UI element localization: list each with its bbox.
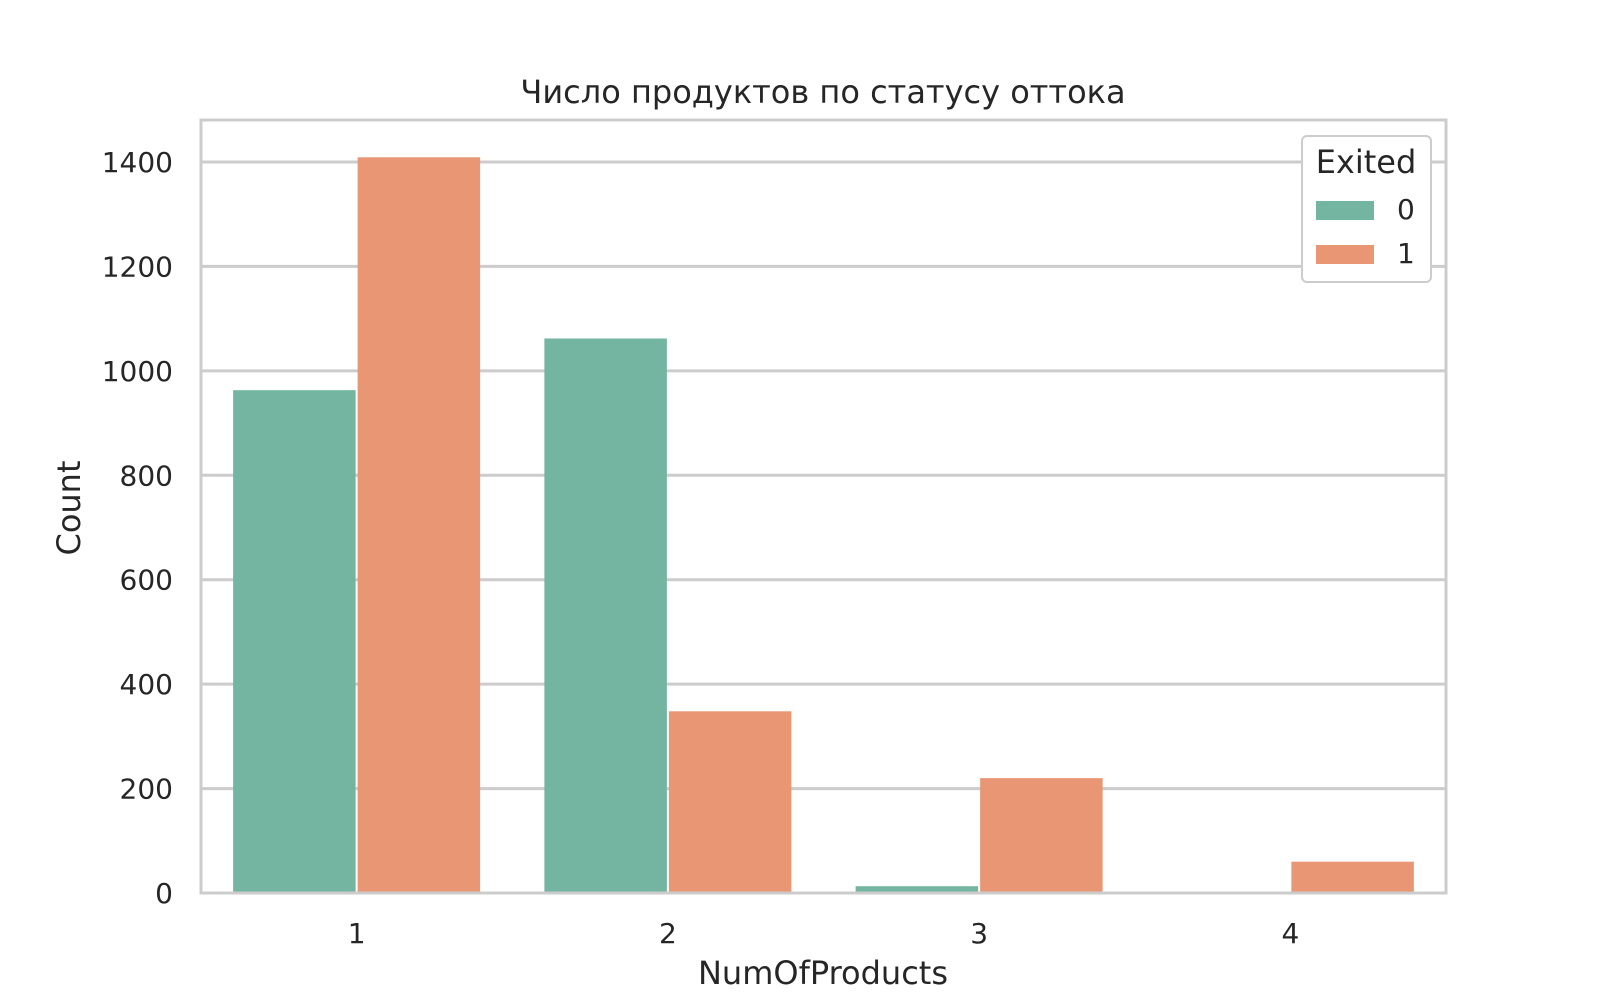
x-tick-label: 1	[348, 917, 366, 950]
bar-series-0-cat-3	[855, 886, 979, 893]
x-axis-label: NumOfProducts	[698, 954, 948, 992]
x-tick-label: 4	[1281, 917, 1299, 950]
x-tick-label: 2	[659, 917, 677, 950]
bar-series-1-cat-1	[357, 157, 481, 893]
bar-series-1-cat-4	[1291, 861, 1414, 893]
y-tick-label: 1200	[102, 250, 173, 283]
x-ticks: 1 2 3 4	[348, 917, 1300, 950]
chart-title: Число продуктов по статусу оттока	[520, 73, 1125, 111]
bars	[233, 157, 1414, 894]
y-tick-label: 800	[120, 459, 173, 492]
y-tick-label: 200	[120, 773, 173, 806]
bar-series-1-cat-3	[980, 778, 1103, 893]
legend-title: Exited	[1316, 143, 1417, 181]
y-axis-label: Count	[50, 460, 88, 555]
y-tick-label: 1000	[102, 355, 173, 388]
bar-series-1-cat-2	[668, 711, 792, 893]
y-tick-label: 1400	[102, 146, 173, 179]
y-ticks: 0 200 400 600 800 1000 1200 1400	[102, 146, 173, 910]
legend-label-1: 1	[1397, 237, 1415, 270]
y-tick-label: 600	[120, 564, 173, 597]
x-tick-label: 3	[970, 917, 988, 950]
legend: Exited 0 1	[1301, 135, 1432, 283]
legend-swatch-0	[1316, 201, 1374, 220]
y-tick-label: 400	[120, 668, 173, 701]
bar-series-0-cat-2	[544, 338, 667, 894]
bar-series-0-cat-1	[233, 390, 356, 893]
legend-label-0: 0	[1397, 193, 1415, 226]
legend-swatch-1	[1316, 245, 1374, 264]
y-tick-label: 0	[155, 877, 173, 910]
plot-frame	[199, 118, 1448, 895]
